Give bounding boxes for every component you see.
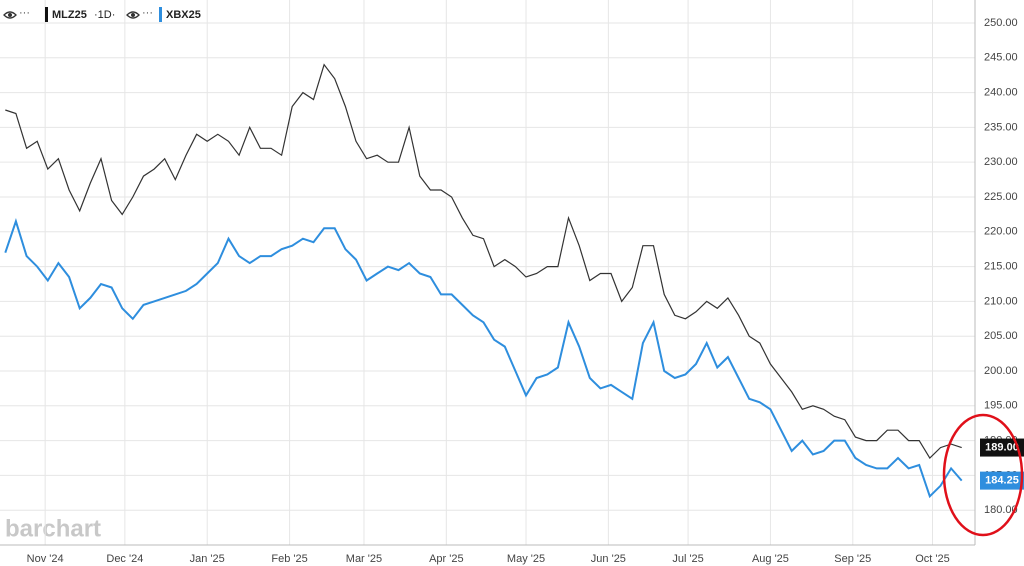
y-tick-label: 180.00 [984,504,1018,516]
y-tick-label: 205.00 [984,330,1018,342]
eye-pupil [131,13,135,17]
price-label-box [980,471,1024,490]
legend-entry[interactable]: XBX25 [166,9,201,21]
x-tick-label: Feb '25 [271,553,307,565]
x-tick-label: Sep '25 [834,553,871,565]
x-tick-label: Jun '25 [591,553,626,565]
x-tick-label: Dec '24 [106,553,143,565]
legend-swatch [159,7,162,22]
legend-entry[interactable]: MLZ25 [52,9,87,21]
y-tick-label: 245.00 [984,52,1018,64]
y-tick-label: 235.00 [984,121,1018,133]
y-tick-label: 240.00 [984,86,1018,98]
eye-icon[interactable] [3,11,17,19]
y-tick-label: 200.00 [984,365,1018,377]
price-label-box [980,438,1024,457]
y-tick-label: 225.00 [984,191,1018,203]
legend-swatch [45,7,48,22]
x-tick-label: Jan '25 [190,553,225,565]
annotation-circle [942,413,1024,537]
y-tick-label: 195.00 [984,400,1018,412]
y-tick-label: 220.00 [984,226,1018,238]
y-tick-label: 215.00 [984,260,1018,272]
y-tick-label: 210.00 [984,295,1018,307]
price-label: 189.00 [985,441,1019,453]
watermark: barchart [5,515,101,542]
legend-menu[interactable]: ··· [142,7,153,19]
series-line [4,218,963,499]
y-tick-label: 250.00 [984,17,1018,29]
x-tick-label: Oct '25 [915,553,950,565]
eye-icon[interactable] [126,11,140,19]
price-label: 184.25 [985,475,1019,487]
x-tick-label: Mar '25 [346,553,382,565]
x-tick-label: Apr '25 [429,553,464,565]
series-line [5,63,962,459]
legend-interval: ·1D· [94,9,115,21]
y-tick-label: 230.00 [984,156,1018,168]
x-tick-label: Nov '24 [27,553,64,565]
x-tick-label: Aug '25 [752,553,789,565]
legend: ··· MLZ25 ·1D· ··· XBX25 [3,7,201,22]
legend-menu[interactable]: ··· [19,7,30,19]
x-tick-label: Jul '25 [672,553,703,565]
eye-pupil [8,13,12,17]
x-tick-label: May '25 [507,553,545,565]
